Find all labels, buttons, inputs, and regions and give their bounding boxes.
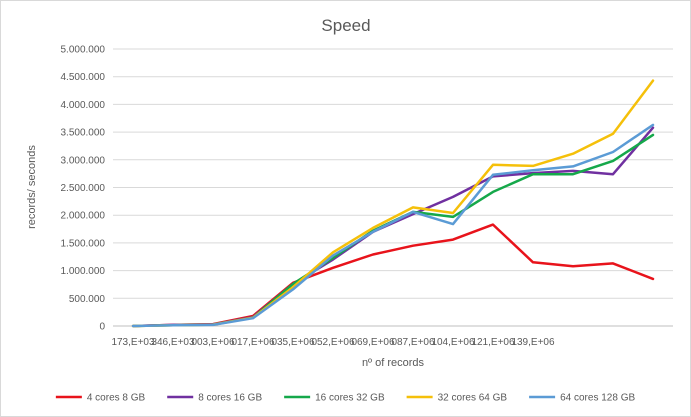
- x-tick-label: 173,E+03: [111, 337, 155, 348]
- legend-item: 8 cores 16 GB: [167, 393, 262, 404]
- legend-label: 16 cores 32 GB: [315, 393, 385, 404]
- series-line-64-cores-128-gb: [131, 123, 655, 328]
- series-lines: [131, 79, 655, 328]
- x-tick-label: 003,E+06: [191, 337, 235, 348]
- legend: 4 cores 8 GB 8 cores 16 GB 16 cores 32 GB 3…: [55, 393, 635, 404]
- x-tick-label: 104,E+06: [431, 337, 475, 348]
- y-axis-label: records/ seconds: [26, 145, 38, 229]
- y-axis-ticks: 0 500.000 1.000.000 1.500.000 2.000.000 2.500…: [61, 45, 106, 333]
- x-tick-label: 139,E+06: [511, 337, 555, 348]
- series-line-8-cores-16-gb: [131, 126, 655, 328]
- chart-title: Speed: [321, 16, 370, 35]
- legend-label: 64 cores 128 GB: [560, 393, 635, 404]
- legend-item: 16 cores 32 GB: [284, 393, 385, 404]
- x-tick-label: 121,E+06: [471, 337, 515, 348]
- y-tick-label: 0: [99, 322, 105, 333]
- legend-label: 8 cores 16 GB: [198, 393, 262, 404]
- x-tick-label: 087,E+06: [391, 337, 435, 348]
- x-axis-label: nº of records: [362, 357, 425, 369]
- x-tick-label: 052,E+06: [311, 337, 355, 348]
- y-tick-label: 3.500.000: [61, 128, 106, 139]
- y-tick-label: 500.000: [69, 294, 106, 305]
- legend-item: 32 cores 64 GB: [406, 393, 508, 404]
- series-line-32-cores-64-gb: [131, 79, 655, 328]
- series-line-16-cores-32-gb: [131, 133, 655, 328]
- series-line-4-cores-8-gb: [131, 223, 655, 328]
- x-tick-label: 017,E+06: [231, 337, 275, 348]
- legend-label: 4 cores 8 GB: [87, 393, 146, 404]
- x-axis-ticks: 173,E+03346,E+03003,E+06017,E+06035,E+06…: [111, 337, 555, 348]
- y-tick-label: 1.500.000: [61, 238, 106, 249]
- y-tick-label: 4.500.000: [61, 72, 106, 83]
- legend-label: 32 cores 64 GB: [438, 393, 508, 404]
- y-tick-label: 4.000.000: [61, 100, 106, 111]
- y-tick-label: 1.000.000: [61, 266, 106, 277]
- y-tick-label: 2.000.000: [61, 211, 106, 222]
- gridlines: [113, 48, 673, 327]
- y-tick-label: 2.500.000: [61, 183, 106, 194]
- legend-item: 64 cores 128 GB: [529, 393, 635, 404]
- y-tick-label: 3.000.000: [61, 155, 106, 166]
- x-tick-label: 069,E+06: [351, 337, 395, 348]
- legend-item: 4 cores 8 GB: [55, 393, 146, 404]
- x-tick-label: 346,E+03: [151, 337, 195, 348]
- x-tick-label: 035,E+06: [271, 337, 315, 348]
- y-tick-label: 5.000.000: [61, 45, 106, 56]
